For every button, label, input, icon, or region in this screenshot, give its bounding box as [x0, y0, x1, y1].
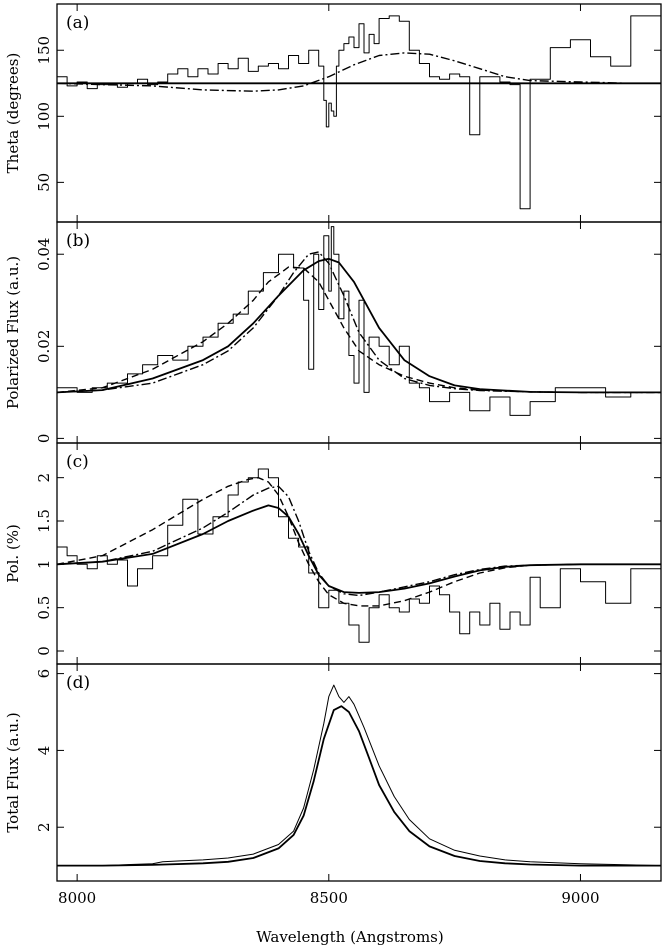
y-tick-label: 1.5	[35, 509, 53, 533]
series-line-histogram-thin-0	[57, 468, 661, 643]
x-tick-label: 8000	[58, 889, 96, 907]
y-tick-label: 0	[35, 434, 53, 444]
panel-c: 0 0.5 1 1.5 2 Pol. (%) (c)	[4, 442, 662, 665]
series-group	[57, 684, 661, 867]
series-line-dashed-2	[57, 477, 661, 607]
series-group	[57, 468, 661, 643]
series-line-dashdot-3	[57, 485, 661, 597]
series-line-dashdot-3	[57, 251, 661, 394]
x-axis-label: Wavelength (Angstroms)	[256, 928, 443, 946]
x-tick-label: 9000	[561, 889, 599, 907]
y-axis-label: Polarized Flux (a.u.)	[4, 256, 22, 409]
y-axis-label: Pol. (%)	[4, 524, 22, 583]
series-line-solid-1	[57, 504, 661, 594]
panel-b: 0 0.02 0.04 Polarized Flux (a.u.) (b)	[4, 221, 662, 444]
series-group	[57, 226, 661, 416]
y-tick-label: 1	[35, 560, 53, 570]
series-line-histogram-thin-0	[57, 226, 661, 416]
y-tick-label: 6	[35, 669, 53, 679]
y-tick-label: 0.04	[35, 238, 53, 271]
panel-letter: (d)	[66, 673, 90, 693]
series-group	[57, 15, 661, 210]
x-tick-label: 8500	[310, 889, 348, 907]
panel-d: 2 4 6 8000 8500 9000 Total Flux (a.u.) (d)	[4, 663, 662, 907]
panels: 50 100 150 Theta (degrees) (a) 0 0.02 0.04 Polar…	[4, 3, 662, 907]
panel-letter: (a)	[66, 13, 89, 33]
y-tick-label: 4	[35, 746, 53, 756]
panel-letter: (c)	[66, 452, 89, 472]
y-axis-label: Total Flux (a.u.)	[4, 712, 22, 832]
y-tick-label: 150	[35, 36, 53, 65]
y-tick-label: 0.5	[35, 596, 53, 620]
y-tick-label: 2	[35, 822, 53, 832]
panel-letter: (b)	[66, 231, 90, 251]
y-tick-label: 50	[35, 173, 53, 192]
y-tick-label: 100	[35, 102, 53, 131]
y-tick-label: 0.02	[35, 330, 53, 363]
y-tick-label: 2	[35, 473, 53, 483]
series-line-dashdot-2	[57, 52, 661, 92]
y-axis-label: Theta (degrees)	[4, 53, 22, 174]
series-line-histogram-thin-0	[57, 15, 661, 210]
series-line-thin-0	[57, 684, 661, 867]
series-line-solid-1	[57, 257, 661, 394]
y-tick-label: 0	[35, 646, 53, 656]
series-line-solid-1	[57, 705, 661, 867]
panel-a: 50 100 150 Theta (degrees) (a)	[4, 3, 662, 223]
plot-frame	[56, 663, 662, 882]
